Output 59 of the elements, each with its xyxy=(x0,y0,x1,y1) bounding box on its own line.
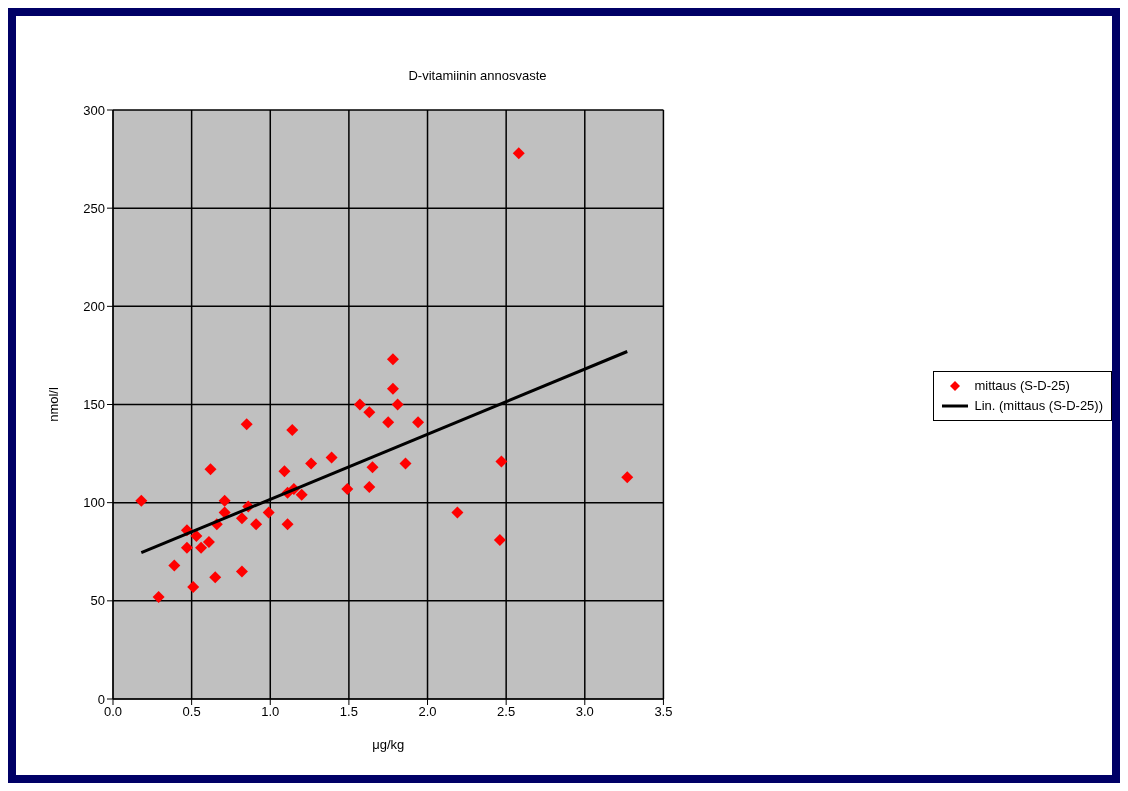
y-tick-label: 150 xyxy=(83,397,105,413)
point xyxy=(281,518,294,531)
point xyxy=(209,571,222,584)
point xyxy=(325,451,338,464)
point xyxy=(286,424,299,437)
point xyxy=(386,382,399,395)
x-tick-label: 3.0 xyxy=(575,704,594,720)
point xyxy=(382,416,395,429)
point xyxy=(495,455,508,468)
y-tick-label: 100 xyxy=(83,495,105,511)
y-tick-label: 200 xyxy=(83,298,105,314)
point xyxy=(204,463,217,476)
point xyxy=(512,147,525,160)
x-tick-label: 2.5 xyxy=(497,704,516,720)
x-tick-label: 1.5 xyxy=(339,704,358,720)
point xyxy=(305,457,318,470)
point xyxy=(341,482,354,495)
x-tick-label: 1.0 xyxy=(261,704,280,720)
y-tick-label: 50 xyxy=(90,593,105,609)
point xyxy=(412,416,425,429)
point xyxy=(235,512,248,525)
point xyxy=(240,418,253,431)
y-axis-title: nmol/l xyxy=(45,387,61,422)
point xyxy=(187,581,200,594)
point xyxy=(262,506,275,519)
x-tick-label: 0.0 xyxy=(103,704,123,720)
point xyxy=(391,398,404,411)
point xyxy=(202,535,215,548)
point xyxy=(399,457,412,470)
point xyxy=(451,506,464,519)
point xyxy=(295,488,308,501)
point xyxy=(353,398,366,411)
point xyxy=(235,565,248,578)
point xyxy=(278,465,291,478)
point xyxy=(363,480,376,493)
point xyxy=(218,494,231,507)
x-tick-label: 3.5 xyxy=(654,704,673,720)
point xyxy=(363,406,376,419)
point xyxy=(135,494,148,507)
point xyxy=(180,541,193,554)
point xyxy=(493,533,506,546)
y-tick-label: 300 xyxy=(83,102,105,118)
y-tick-label: 0 xyxy=(97,691,105,707)
point xyxy=(386,353,399,366)
point xyxy=(366,461,379,474)
x-tick-label: 0.5 xyxy=(182,704,201,720)
point xyxy=(195,541,208,554)
x-axis-title: μg/kg xyxy=(372,737,405,752)
chart-title: D-vitamiinin annosvaste xyxy=(407,68,548,83)
point xyxy=(250,518,263,531)
x-tick-label: 2.0 xyxy=(418,704,437,720)
point xyxy=(190,530,203,543)
legend-label: mittaus (S-D-25) xyxy=(974,376,1070,395)
point xyxy=(218,506,231,519)
y-tick-label: 250 xyxy=(83,200,105,216)
legend-label: Lin. (mittaus (S-D-25)) xyxy=(974,396,1103,415)
point xyxy=(152,590,165,603)
point xyxy=(621,471,634,484)
point xyxy=(168,559,181,572)
